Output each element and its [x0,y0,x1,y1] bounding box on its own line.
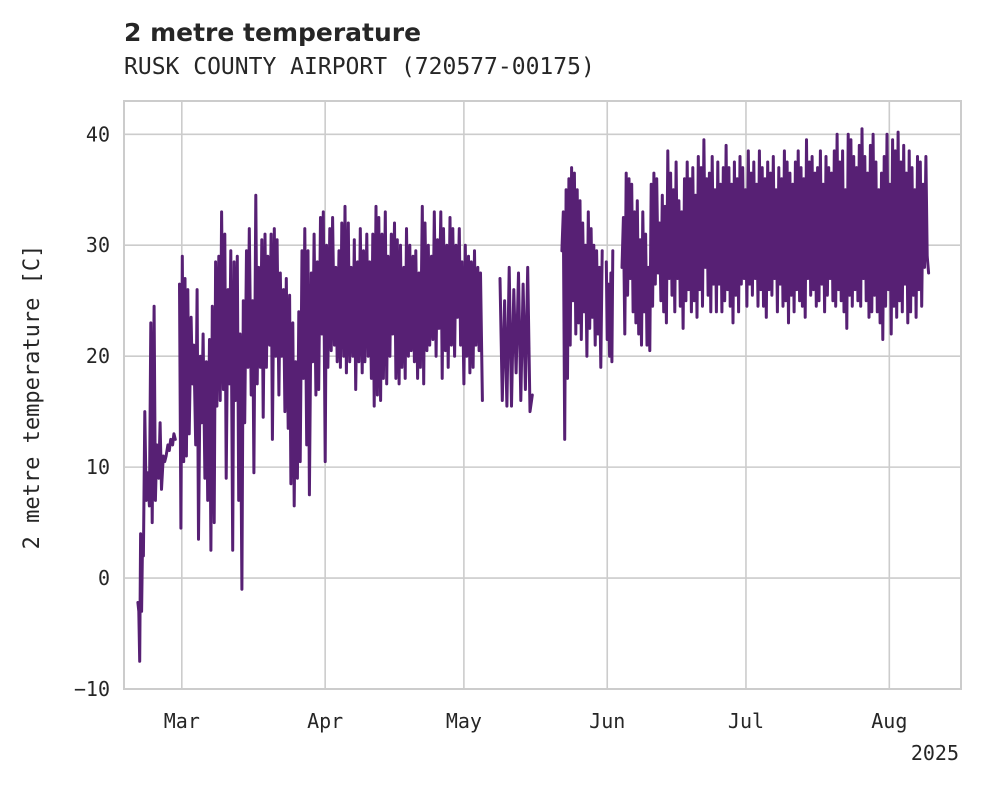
x-tick-label: Mar [164,709,200,733]
x-tick-label: Jun [589,709,625,733]
x-tick-label: Apr [307,709,343,733]
chart-subtitle: RUSK COUNTY AIRPORT (720577-00175) [124,54,595,80]
temperature-series-segment [620,127,931,353]
y-tick-label: 20 [86,344,110,368]
temperature-series-segment [560,166,604,441]
x-tick-label: May [446,709,482,733]
x-tick-label: Jul [728,709,764,733]
x-tick-labels: Mar Apr May Jun Jul Aug [164,709,908,733]
y-tick-label: 30 [86,233,110,257]
series-lines [136,127,931,663]
y-tick-labels: −10 0 10 20 30 40 [74,122,110,701]
x-tick-label: Aug [871,709,907,733]
temperature-series-segment [178,193,484,591]
temperature-series-segment [498,265,534,414]
y-tick-label: 40 [86,122,110,146]
y-tick-label: 10 [86,455,110,479]
x-axis-year-label: 2025 [911,741,959,765]
chart-title: 2 metre temperature [124,18,421,47]
y-tick-label: 0 [98,566,110,590]
y-tick-label: −10 [74,677,110,701]
plot-frame [123,100,962,690]
y-axis-label: 2 metre temperature [C] [20,245,45,550]
temperature-series-segment [136,304,177,663]
temperature-series-segment [604,249,615,364]
